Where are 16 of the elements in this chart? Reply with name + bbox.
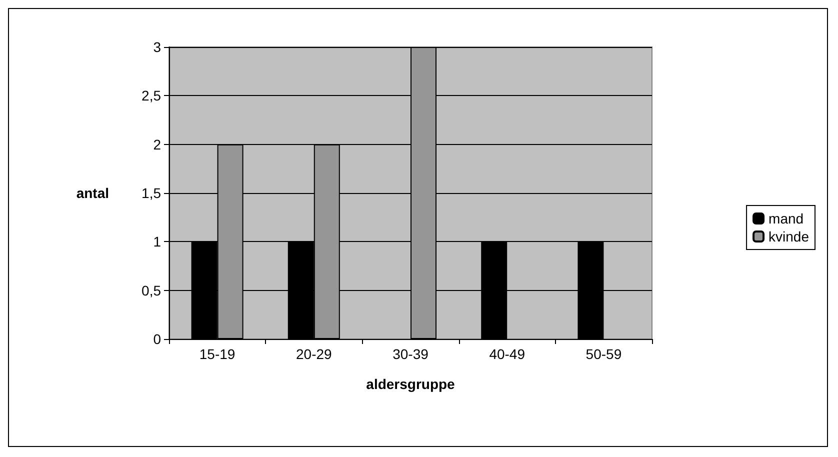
x-tick-label: 50-59: [586, 346, 622, 362]
y-axis-title: antal: [76, 185, 109, 201]
x-tick-label: 15-19: [199, 346, 236, 362]
y-tick-label: 0: [153, 331, 162, 347]
x-tick-label: 30-39: [392, 346, 429, 362]
legend-label: kvinde: [768, 228, 810, 244]
legend-label: mand: [768, 210, 804, 226]
y-tick-label: 1,5: [142, 185, 162, 201]
y-tick-label: 1: [153, 234, 162, 250]
y-tick-label: 3: [153, 39, 162, 55]
x-tick-label: 40-49: [489, 346, 526, 362]
x-tick-label: 20-29: [296, 346, 332, 362]
x-axis-title: aldersgruppe: [366, 376, 456, 392]
y-tick-label: 2,5: [142, 88, 162, 104]
y-tick-label: 0,5: [142, 282, 162, 298]
y-tick-label: 2: [153, 136, 162, 152]
